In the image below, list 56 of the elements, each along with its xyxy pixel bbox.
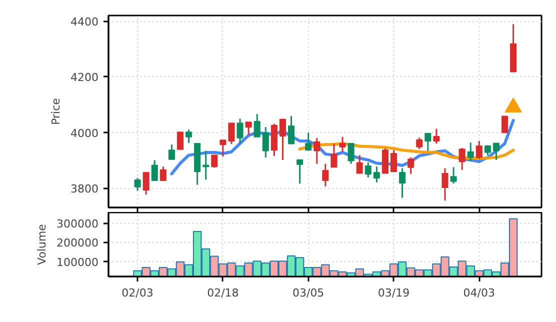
candlestick (296, 159, 304, 184)
y-tick-label: 4400 (70, 16, 99, 29)
candlestick (314, 137, 320, 165)
candlestick (254, 113, 260, 138)
candlestick (399, 168, 406, 199)
x-tick-label: 04/03 (463, 286, 496, 300)
y-axis-title: Price (50, 98, 63, 125)
candlestick (373, 166, 380, 184)
y-tick-label: 300000 (56, 218, 99, 231)
candlestick (492, 142, 500, 161)
y-axis-title: Volume (36, 224, 49, 265)
candlestick (228, 122, 235, 145)
candlestick (416, 136, 423, 150)
y-tick-label: 4200 (70, 71, 99, 84)
candlestick (433, 128, 440, 144)
candlestick (467, 142, 474, 162)
y-tick-label: 100000 (56, 256, 99, 269)
candlestick (339, 136, 346, 153)
candlestick (348, 142, 354, 165)
x-tick-label: 03/05 (292, 286, 324, 300)
candlestick (458, 147, 466, 171)
x-tick-label: 02/03 (122, 286, 154, 300)
candlestick (442, 168, 448, 202)
candlestick (424, 132, 432, 152)
candlestick (262, 126, 269, 158)
candlestick (305, 132, 312, 151)
x-tick-label: 03/19 (378, 286, 410, 300)
candlestick (288, 115, 295, 145)
candlestick (476, 140, 482, 160)
candlestick (322, 163, 329, 188)
y-tick-label: 4000 (70, 126, 99, 140)
candlestick (160, 166, 166, 182)
candlestick (502, 116, 508, 134)
y-tick-label: 200000 (56, 236, 99, 250)
candlestick (186, 128, 192, 144)
x-tick-label: 02/18 (207, 286, 239, 300)
candlestick (202, 150, 210, 180)
candlestick (382, 148, 388, 174)
candlestick (245, 121, 252, 136)
candlestick (151, 159, 158, 182)
candlestick (356, 154, 363, 174)
candlestick (168, 144, 175, 160)
candlestick (484, 144, 491, 156)
candlestick (330, 142, 338, 168)
candlestick (134, 177, 141, 192)
candlestick (450, 166, 457, 184)
candlestick (364, 162, 372, 178)
candlestick (390, 149, 398, 172)
candlestick (220, 139, 226, 158)
candlestick (211, 154, 218, 168)
candlestick (279, 118, 286, 161)
candlestick (142, 172, 150, 196)
candlestick (408, 156, 414, 175)
y-tick-label: 3800 (70, 182, 99, 196)
candlestick (236, 118, 244, 144)
candlestick (176, 132, 184, 150)
